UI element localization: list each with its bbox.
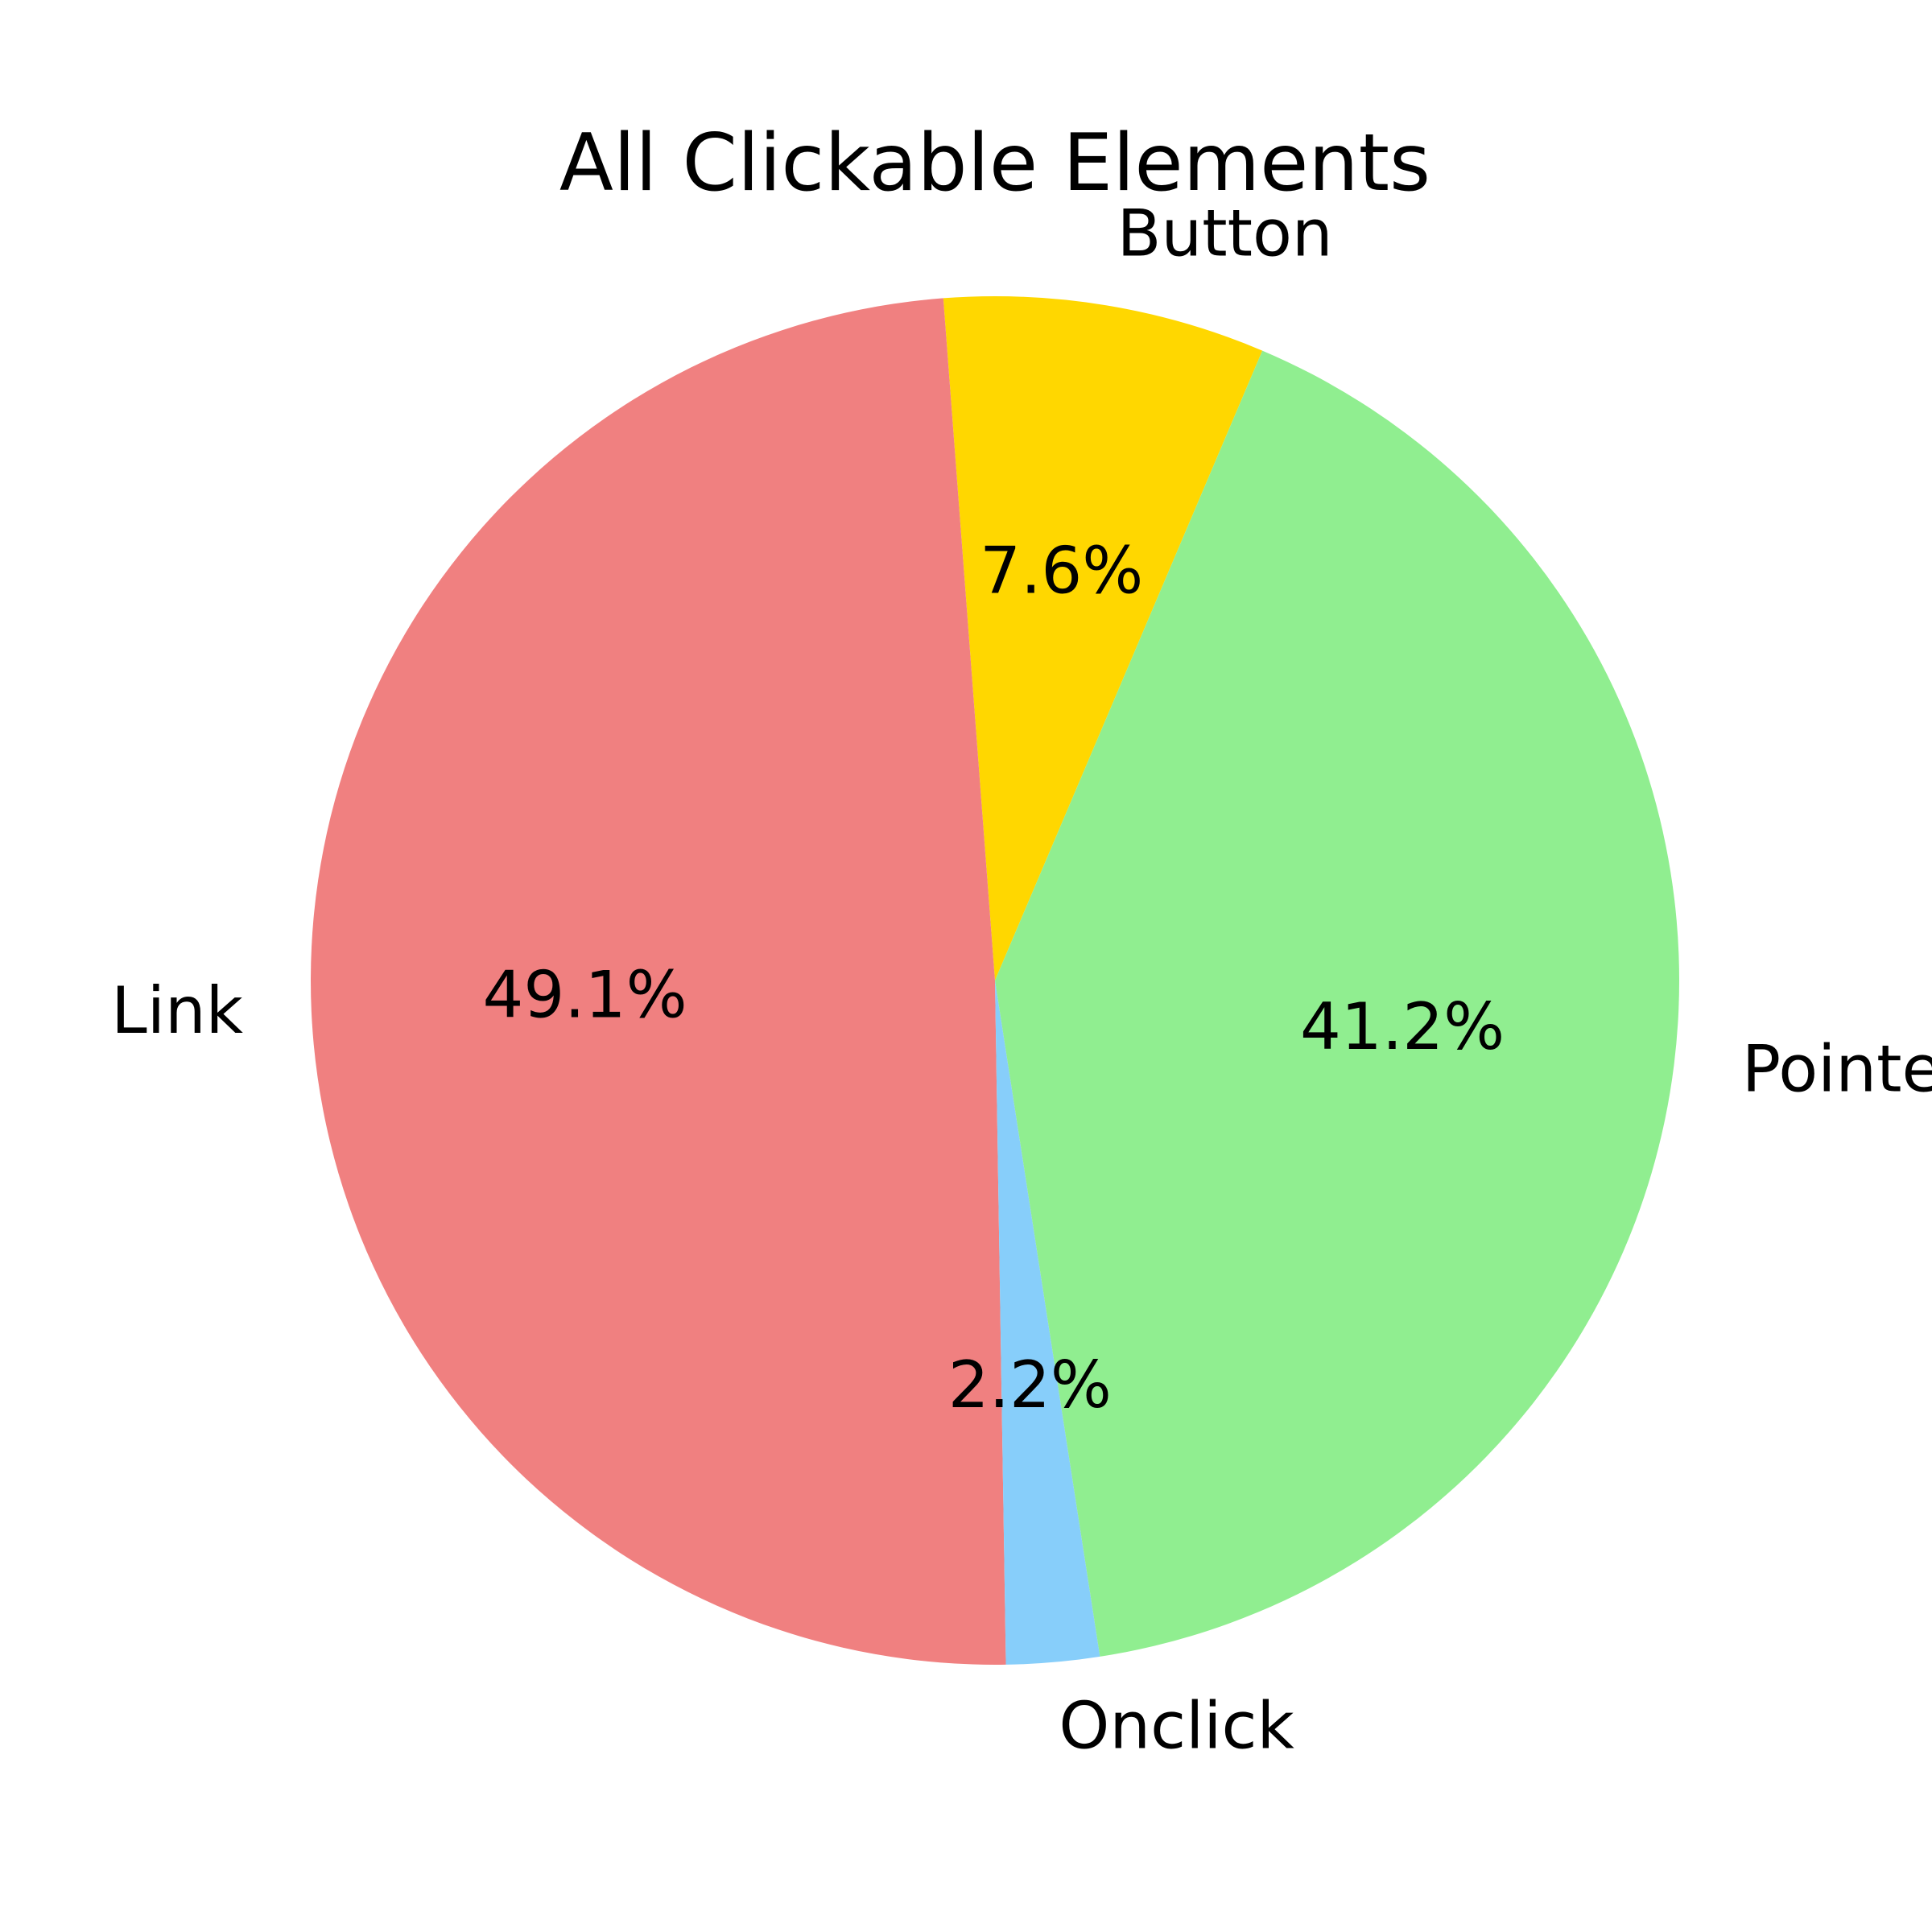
category-label-button: Button: [1117, 196, 1333, 270]
percent-label-button: 7.6%: [980, 534, 1143, 609]
category-label-link: Link: [111, 973, 244, 1048]
pie-slice-onclick: [995, 980, 1100, 1665]
percent-label-link: 49.1%: [482, 957, 687, 1032]
pie-slice-button: [943, 296, 1263, 981]
pie-slice-pointer: [995, 350, 1679, 1657]
chart-title: All Clickable Elements: [559, 118, 1430, 209]
category-labels: Button Link Onclick Pointer: [111, 196, 1932, 1763]
pie-slices: [311, 296, 1679, 1666]
pie-slice-link: [311, 298, 1006, 1666]
percent-labels: 7.6% 49.1% 2.2% 41.2%: [482, 534, 1505, 1422]
percent-label-onclick: 2.2%: [948, 1348, 1112, 1422]
category-label-onclick: Onclick: [1059, 1689, 1294, 1764]
category-label-pointer: Pointer: [1742, 1031, 1932, 1106]
percent-label-pointer: 41.2%: [1300, 989, 1505, 1064]
